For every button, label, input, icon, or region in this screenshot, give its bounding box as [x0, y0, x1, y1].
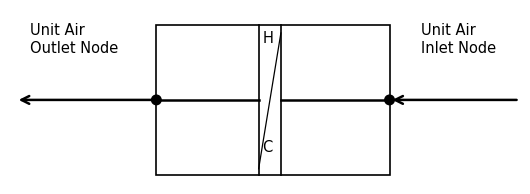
Ellipse shape: [152, 95, 161, 105]
Text: C: C: [262, 140, 272, 155]
Bar: [156, 25, 390, 175]
Text: Unit Air
Inlet Node: Unit Air Inlet Node: [421, 23, 496, 56]
Text: H: H: [262, 31, 273, 46]
Ellipse shape: [385, 95, 394, 105]
Text: Unit Air
Outlet Node: Unit Air Outlet Node: [30, 23, 118, 56]
